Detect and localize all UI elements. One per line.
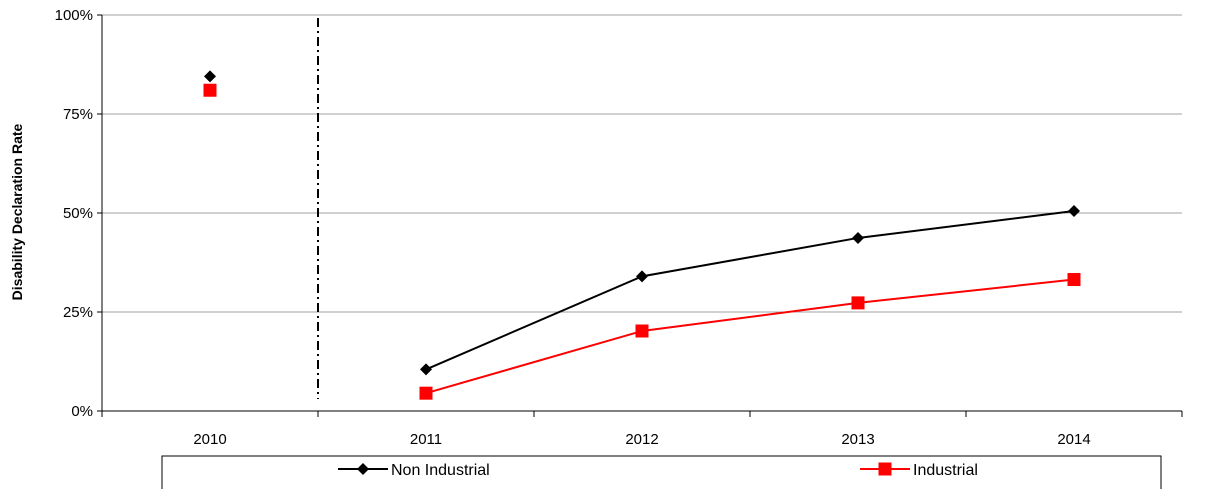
y-tick-label: 75% [63,106,93,123]
data-point [635,324,649,338]
data-point [203,83,217,97]
y-tick-label: 25% [63,304,93,321]
gridlines [102,14,1182,313]
legend-label: Industrial [913,462,978,479]
data-point [1068,205,1080,218]
y-axis-title: Disability Declaration Rate [9,123,25,300]
data-point [204,70,216,83]
data-point [852,231,864,244]
data-point [1067,273,1081,287]
legend-box [161,455,1162,489]
x-tick-label: 2010 [193,431,226,448]
legend-label: Non Industrial [391,462,490,479]
series-industrial [203,83,1081,400]
x-tick-label: 2011 [410,431,442,448]
legend-marker [878,462,892,476]
data-point [851,296,865,310]
x-tick-label: 2014 [1057,431,1090,448]
y-tick-label: 0% [71,403,93,420]
axes [97,14,1183,417]
data-point [419,386,433,400]
series-non-industrial [204,70,1080,376]
x-tick-label: 2013 [841,431,874,448]
legend-marker [357,463,369,475]
x-tick-label: 2012 [625,431,658,448]
y-tick-label: 50% [63,205,93,222]
tick-labels: 0% 25% 50% 75% 100% 2010 2011 2012 2013 2014 [55,7,1091,448]
y-tick-label: 100% [55,7,93,24]
data-series [203,70,1081,400]
series-line [425,210,1075,371]
data-point [636,270,648,283]
legend: Non Industrial Industrial [161,455,1162,489]
series-line [425,278,1075,395]
data-point [420,363,432,376]
